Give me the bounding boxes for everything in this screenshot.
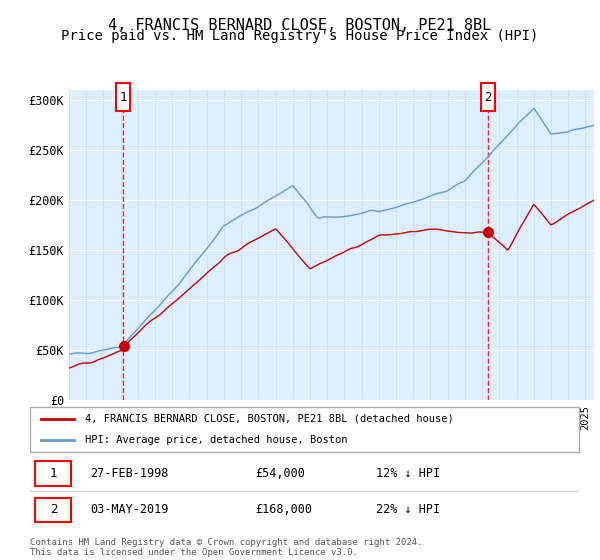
FancyBboxPatch shape <box>35 498 71 522</box>
Text: £54,000: £54,000 <box>255 467 305 480</box>
Text: 2: 2 <box>50 503 58 516</box>
FancyBboxPatch shape <box>35 461 71 486</box>
Text: 22% ↓ HPI: 22% ↓ HPI <box>376 503 440 516</box>
Text: 03-MAY-2019: 03-MAY-2019 <box>91 503 169 516</box>
FancyBboxPatch shape <box>30 407 579 452</box>
Text: 4, FRANCIS BERNARD CLOSE, BOSTON, PE21 8BL: 4, FRANCIS BERNARD CLOSE, BOSTON, PE21 8… <box>109 18 491 33</box>
Text: 1: 1 <box>50 467 58 480</box>
Text: 2: 2 <box>484 91 491 104</box>
FancyBboxPatch shape <box>481 83 494 111</box>
Text: Contains HM Land Registry data © Crown copyright and database right 2024.
This d: Contains HM Land Registry data © Crown c… <box>30 538 422 557</box>
Text: £168,000: £168,000 <box>255 503 312 516</box>
FancyBboxPatch shape <box>116 83 130 111</box>
Text: 12% ↓ HPI: 12% ↓ HPI <box>376 467 440 480</box>
Text: 27-FEB-1998: 27-FEB-1998 <box>91 467 169 480</box>
Text: 4, FRANCIS BERNARD CLOSE, BOSTON, PE21 8BL (detached house): 4, FRANCIS BERNARD CLOSE, BOSTON, PE21 8… <box>85 414 454 424</box>
Text: Price paid vs. HM Land Registry's House Price Index (HPI): Price paid vs. HM Land Registry's House … <box>61 29 539 43</box>
Text: HPI: Average price, detached house, Boston: HPI: Average price, detached house, Bost… <box>85 435 347 445</box>
Text: 1: 1 <box>119 91 127 104</box>
